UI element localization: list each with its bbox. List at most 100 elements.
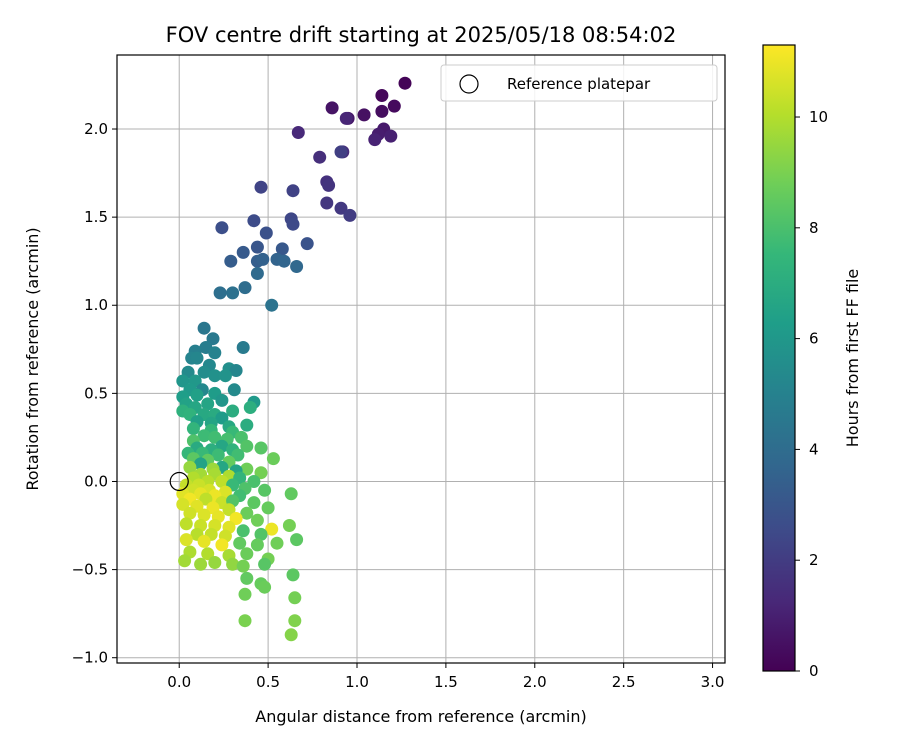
data-point-159 [290, 533, 304, 547]
colorbar-tick-label-3: 6 [809, 330, 819, 348]
data-point-95 [254, 441, 268, 455]
data-point-123 [258, 483, 272, 497]
data-point-106 [183, 460, 197, 474]
legend: Reference platepar [440, 64, 718, 102]
data-point-169 [240, 547, 254, 561]
y-tick-label-0: −1.0 [72, 649, 108, 667]
data-point-163 [233, 536, 247, 550]
data-point-82 [186, 422, 200, 436]
data-point-19 [343, 208, 357, 222]
data-point-42 [265, 298, 279, 312]
data-point-73 [226, 404, 240, 418]
scatter-points [176, 76, 412, 642]
data-point-180 [258, 580, 272, 594]
data-point-22 [254, 180, 268, 194]
data-point-68 [215, 393, 229, 407]
data-point-24 [286, 217, 300, 231]
data-point-127 [218, 485, 232, 499]
data-point-67 [201, 397, 215, 411]
y-tick-label-3: 0.5 [84, 384, 108, 402]
data-point-185 [284, 628, 298, 642]
data-point-161 [197, 534, 211, 548]
x-tick-label-3: 1.5 [434, 673, 458, 691]
data-point-53 [197, 365, 211, 379]
data-point-177 [286, 568, 300, 582]
data-point-18 [334, 201, 348, 215]
data-point-29 [250, 240, 264, 254]
data-point-181 [238, 587, 252, 601]
data-point-167 [201, 547, 215, 561]
data-point-144 [197, 508, 211, 522]
data-point-4 [357, 108, 371, 122]
data-point-0 [398, 76, 412, 90]
reference-platepar-point [169, 471, 189, 492]
colorbar-tick-label-1: 2 [809, 551, 819, 569]
colorbar-ticks: 0 2 4 6 8 10 [795, 108, 828, 680]
data-point-61 [227, 383, 241, 397]
legend-entry-reference-platepar: Reference platepar [507, 75, 651, 93]
data-point-81 [240, 418, 254, 432]
x-tick-label-1: 0.5 [256, 673, 280, 691]
data-point-48 [208, 346, 222, 360]
data-point-12 [291, 126, 305, 139]
x-axis-label: Angular distance from reference (arcmin) [255, 707, 586, 726]
legend-box [440, 64, 718, 102]
y-tick-label-6: 2.0 [84, 120, 108, 138]
x-tick-label-0: 0.0 [167, 673, 191, 691]
data-point-91 [240, 439, 254, 453]
data-point-17 [320, 196, 334, 210]
colorbar-label: Hours from first FF file [843, 269, 862, 448]
data-point-38 [250, 267, 264, 280]
data-point-147 [250, 513, 264, 527]
data-point-41 [226, 286, 240, 300]
y-axis-label: Rotation from reference (arcmin) [23, 227, 42, 490]
data-point-137 [176, 497, 190, 511]
data-point-28 [300, 237, 314, 251]
data-point-11 [339, 111, 353, 125]
data-point-43 [197, 321, 211, 335]
data-point-178 [240, 571, 254, 585]
colorbar-tick-label-4: 8 [809, 219, 819, 237]
reference-marker [169, 471, 189, 492]
data-point-165 [270, 536, 284, 550]
data-point-39 [238, 281, 252, 295]
data-point-136 [247, 496, 261, 510]
data-point-37 [290, 260, 304, 273]
data-point-104 [194, 457, 208, 471]
data-point-2 [387, 99, 401, 113]
x-tick-label-5: 2.5 [612, 673, 636, 691]
y-tick-label-4: 1.0 [84, 296, 108, 314]
colorbar-tick-label-2: 4 [809, 440, 819, 458]
data-point-31 [236, 245, 250, 259]
data-point-148 [179, 517, 193, 531]
y-tick-label-1: −0.5 [72, 561, 108, 579]
data-point-27 [259, 226, 273, 240]
data-point-65 [190, 388, 204, 402]
y-tick-label-5: 1.5 [84, 208, 108, 226]
data-point-174 [226, 557, 240, 571]
data-point-26 [215, 221, 229, 235]
data-point-32 [224, 254, 238, 268]
data-point-124 [284, 487, 298, 501]
plot-frame [116, 54, 726, 664]
data-point-57 [218, 369, 232, 383]
data-point-152 [282, 519, 296, 532]
data-point-173 [208, 556, 222, 569]
data-point-10 [368, 133, 382, 147]
data-point-14 [313, 150, 327, 164]
data-point-171 [178, 554, 192, 568]
data-point-162 [215, 538, 229, 552]
data-point-86 [208, 430, 222, 444]
data-point-20 [334, 145, 348, 159]
data-point-110 [254, 466, 268, 480]
y-axis-ticks: −1.0 −0.5 0.0 0.5 1.0 1.5 2.0 [72, 120, 117, 667]
data-point-154 [236, 524, 250, 538]
data-point-1 [375, 89, 389, 102]
data-point-133 [199, 492, 213, 506]
data-point-9 [384, 129, 398, 143]
data-point-175 [236, 559, 250, 573]
data-point-108 [240, 462, 254, 476]
data-point-103 [266, 452, 280, 466]
data-point-183 [238, 614, 252, 628]
